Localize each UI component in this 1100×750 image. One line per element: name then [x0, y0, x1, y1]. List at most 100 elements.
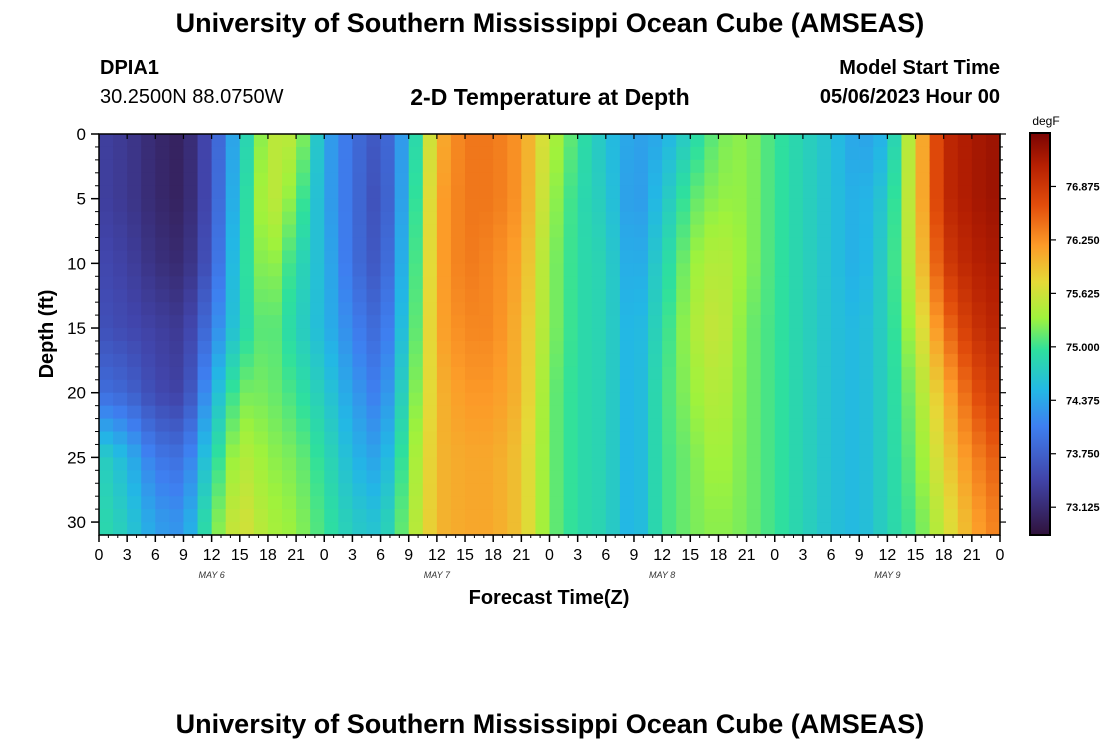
heatmap-cell	[450, 172, 466, 187]
heatmap-cell	[802, 250, 818, 264]
heatmap-cell	[802, 263, 818, 277]
heatmap-cell	[507, 444, 522, 458]
heatmap-cell	[211, 340, 227, 355]
heatmap-cell	[436, 146, 452, 161]
heatmap-cell	[338, 302, 354, 316]
heatmap-cell	[957, 134, 973, 148]
heatmap-cell	[788, 418, 804, 433]
heatmap-cell	[985, 470, 1001, 484]
heatmap-cell	[704, 146, 720, 161]
heatmap-cell	[605, 159, 621, 174]
heatmap-cell	[127, 159, 142, 174]
heatmap-cell	[619, 353, 635, 368]
heatmap-cell	[802, 431, 818, 446]
heatmap-cell	[915, 134, 931, 148]
heatmap-cell	[197, 172, 213, 187]
heatmap-cell	[408, 315, 424, 329]
heatmap-cell	[282, 276, 297, 290]
heatmap-cell	[690, 340, 705, 355]
heatmap-cell	[760, 340, 776, 355]
heatmap-cell	[169, 237, 185, 252]
heatmap-cell	[873, 470, 888, 484]
x-tick-label: 21	[512, 547, 530, 564]
heatmap-cell	[408, 379, 424, 394]
colorbar-tick-label: 76.875	[1066, 181, 1100, 193]
heatmap-cell	[859, 134, 874, 148]
heatmap-cell	[169, 522, 185, 536]
heatmap-cell	[436, 276, 452, 290]
heatmap-cell	[732, 263, 748, 277]
heatmap-cell	[296, 172, 311, 187]
heatmap-cell	[479, 237, 494, 252]
heatmap-cell	[929, 198, 945, 213]
heatmap-cell	[676, 289, 691, 303]
y-tick-label: 15	[67, 319, 86, 338]
heatmap-cell	[676, 431, 691, 446]
heatmap-cell	[746, 444, 762, 458]
heatmap-cell	[211, 328, 227, 342]
heatmap-cell	[915, 353, 931, 368]
heatmap-cell	[633, 522, 649, 536]
heatmap-cell	[732, 379, 748, 394]
heatmap-cell	[816, 185, 832, 200]
heatmap-cell	[282, 379, 297, 394]
heatmap-cell	[422, 211, 438, 226]
heatmap-cell	[324, 134, 339, 148]
heatmap-cell	[296, 185, 311, 200]
heatmap-cell	[113, 366, 128, 381]
heatmap-cell	[183, 392, 199, 407]
heatmap-cell	[394, 444, 410, 458]
x-tick-label: 21	[963, 547, 981, 564]
heatmap-cell	[971, 470, 987, 484]
heatmap-cell	[929, 237, 945, 252]
heatmap-cell	[338, 250, 354, 264]
x-tick-label: 6	[151, 547, 160, 564]
x-tick-label: 15	[456, 547, 474, 564]
heatmap-cell	[225, 509, 241, 523]
heatmap-cell	[859, 276, 874, 290]
heatmap-cell	[591, 379, 607, 394]
heatmap-cell	[845, 340, 860, 355]
heatmap-cell	[253, 276, 269, 290]
heatmap-cell	[760, 470, 776, 484]
heatmap-cell	[127, 224, 142, 239]
heatmap-cell	[211, 353, 227, 368]
heatmap-cell	[887, 185, 903, 200]
heatmap-cell	[690, 159, 705, 174]
heatmap-cell	[197, 392, 213, 407]
heatmap-cell	[99, 444, 114, 458]
heatmap-cell	[802, 496, 818, 510]
heatmap-cell	[746, 470, 762, 484]
heatmap-cell	[394, 172, 410, 187]
heatmap-cell	[99, 379, 114, 394]
heatmap-cell	[901, 496, 917, 510]
heatmap-cell	[127, 379, 142, 394]
heatmap-cell	[577, 431, 593, 446]
heatmap-cell	[408, 340, 424, 355]
heatmap-cell	[310, 444, 325, 458]
heatmap-cell	[577, 172, 593, 187]
heatmap-cell	[873, 418, 888, 433]
heatmap-cell	[704, 237, 720, 252]
heatmap-cell	[985, 134, 1001, 148]
heatmap-cell	[943, 224, 959, 239]
heatmap-cell	[619, 134, 635, 148]
heatmap-cell	[648, 237, 663, 252]
heatmap-cell	[99, 237, 114, 252]
heatmap-cell	[267, 470, 283, 484]
heatmap-cell	[310, 224, 325, 239]
heatmap-cell	[380, 289, 396, 303]
heatmap-cell	[253, 185, 269, 200]
heatmap-cell	[394, 328, 410, 342]
heatmap-cell	[915, 289, 931, 303]
heatmap-cell	[310, 522, 325, 536]
heatmap-cell	[901, 263, 917, 277]
heatmap-cell	[465, 146, 480, 161]
heatmap-cell	[633, 340, 649, 355]
heatmap-cell	[887, 431, 903, 446]
heatmap-cell	[324, 237, 339, 252]
heatmap-cell	[591, 509, 607, 523]
heatmap-cell	[169, 496, 185, 510]
heatmap-cell	[239, 496, 255, 510]
heatmap-cell	[408, 496, 424, 510]
